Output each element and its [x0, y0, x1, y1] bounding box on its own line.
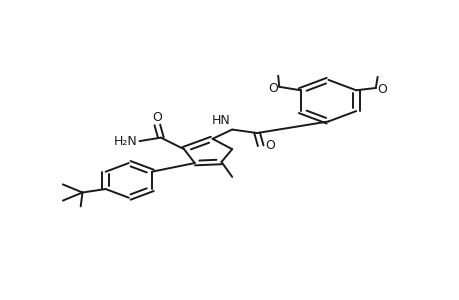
Text: O: O — [376, 82, 386, 96]
Text: O: O — [264, 139, 274, 152]
Text: O: O — [268, 82, 278, 95]
Text: O: O — [152, 111, 162, 124]
Text: H₂N: H₂N — [114, 135, 137, 148]
Text: HN: HN — [211, 114, 230, 127]
